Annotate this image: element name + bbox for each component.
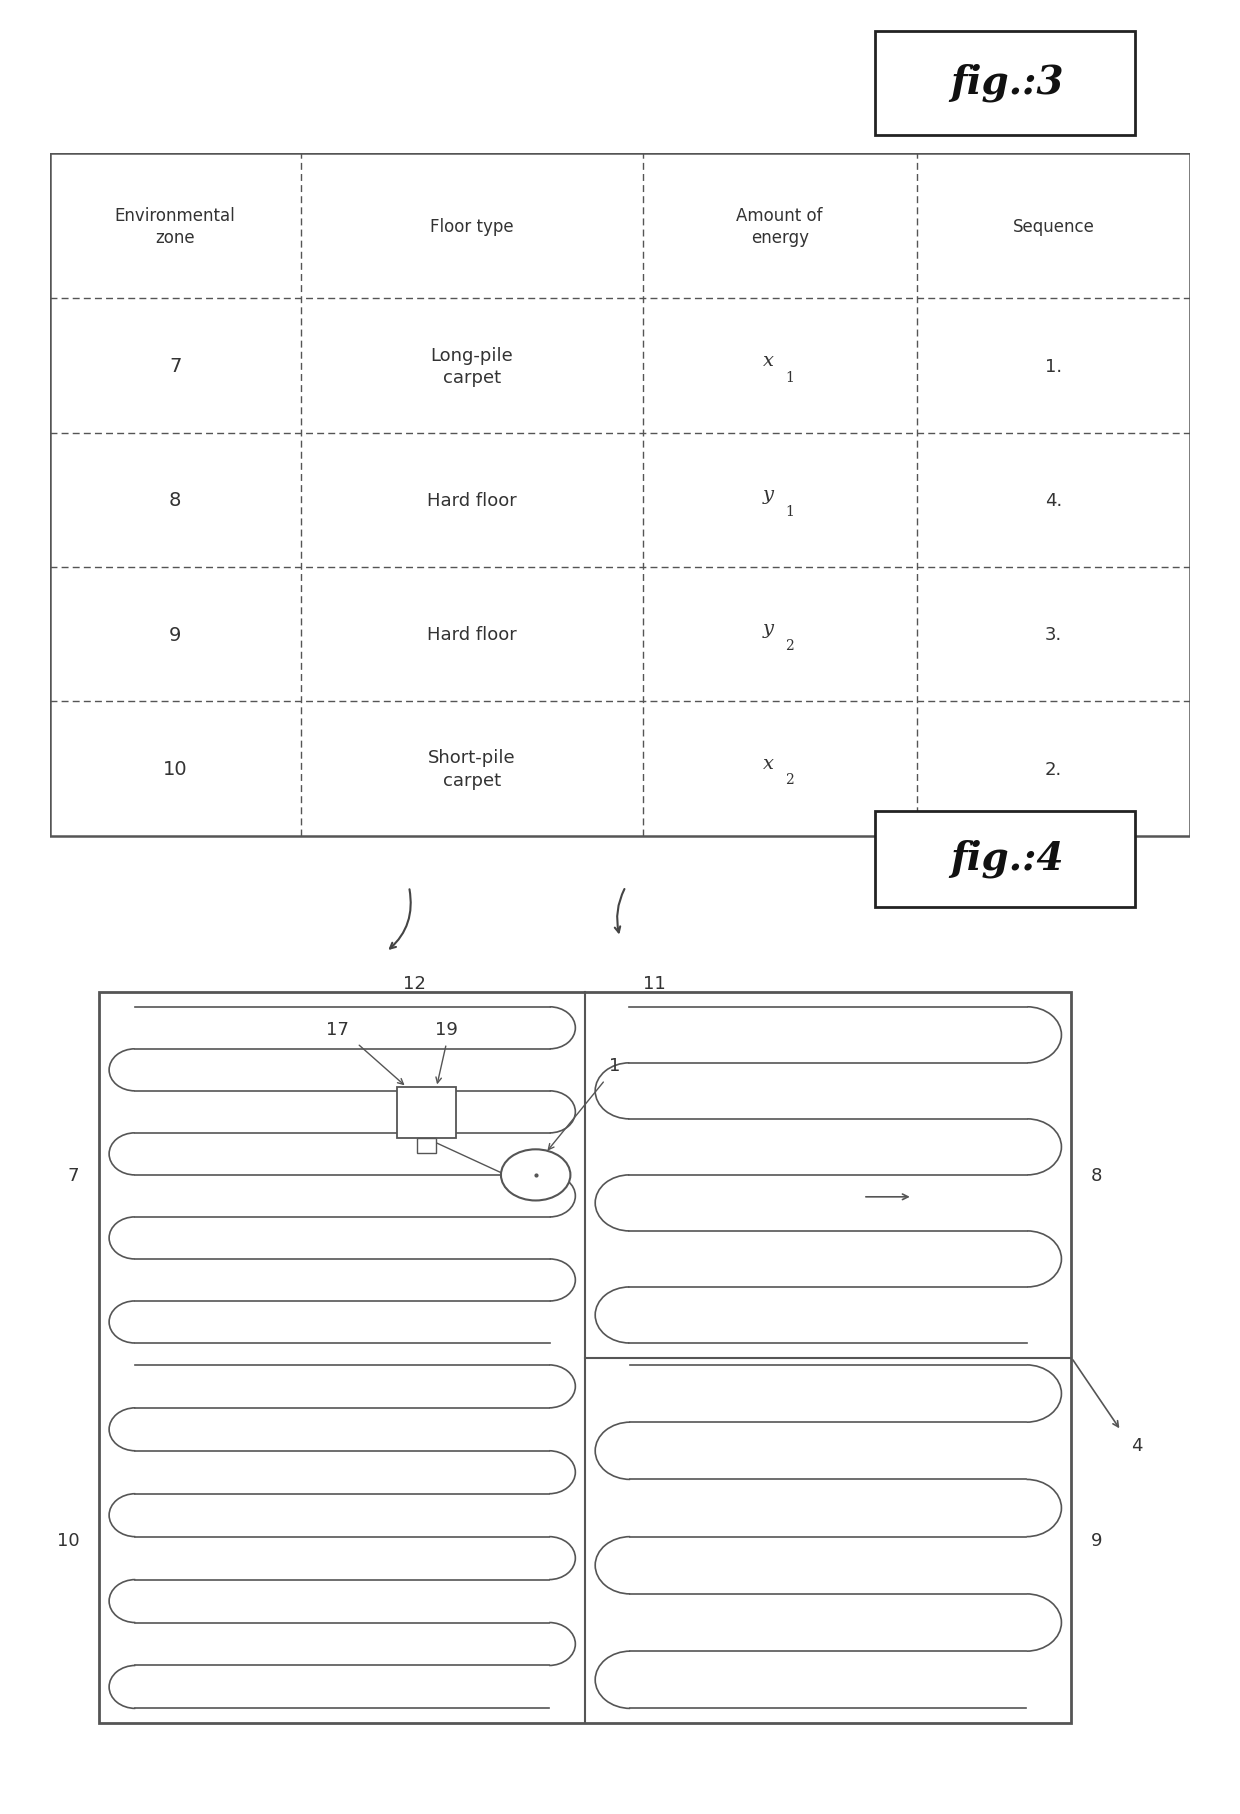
- Text: 1.: 1.: [1045, 357, 1063, 375]
- Circle shape: [501, 1150, 570, 1201]
- Text: Short-pile
carpet: Short-pile carpet: [428, 749, 516, 789]
- Text: Hard floor: Hard floor: [427, 626, 517, 644]
- Text: 8: 8: [1091, 1166, 1102, 1185]
- Text: 2.: 2.: [1045, 760, 1063, 778]
- Text: fig.:3: fig.:3: [950, 63, 1064, 102]
- Text: x: x: [763, 755, 774, 773]
- Text: 3.: 3.: [1045, 626, 1063, 644]
- Text: 12: 12: [403, 974, 427, 992]
- Text: 9: 9: [1091, 1531, 1102, 1549]
- Text: Environmental
zone: Environmental zone: [115, 207, 236, 247]
- Text: 10: 10: [57, 1531, 79, 1549]
- Text: 4.: 4.: [1045, 492, 1063, 510]
- Text: 11: 11: [642, 974, 666, 992]
- Text: 19: 19: [435, 1019, 458, 1038]
- Text: Hard floor: Hard floor: [427, 492, 517, 510]
- Text: Long-pile
carpet: Long-pile carpet: [430, 346, 513, 386]
- Text: 7: 7: [169, 357, 181, 375]
- Text: 17: 17: [326, 1019, 348, 1038]
- Text: y: y: [763, 486, 774, 504]
- Text: y: y: [763, 620, 774, 639]
- Text: Amount of
energy: Amount of energy: [737, 207, 823, 247]
- Bar: [417, 1139, 436, 1154]
- Text: 1: 1: [785, 370, 795, 385]
- Text: 9: 9: [169, 626, 181, 644]
- Text: Floor type: Floor type: [430, 218, 513, 236]
- Text: 2: 2: [785, 773, 794, 787]
- Text: 7: 7: [68, 1166, 79, 1185]
- Text: 1: 1: [785, 504, 795, 519]
- Text: 1: 1: [609, 1058, 621, 1074]
- Text: 2: 2: [785, 639, 794, 653]
- FancyBboxPatch shape: [875, 33, 1136, 136]
- Bar: [99, 992, 1071, 1723]
- Text: Sequence: Sequence: [1013, 218, 1095, 236]
- Text: 8: 8: [169, 492, 181, 510]
- Text: 4: 4: [1131, 1437, 1142, 1455]
- FancyBboxPatch shape: [875, 811, 1136, 907]
- Bar: [397, 1088, 456, 1139]
- Text: x: x: [763, 352, 774, 370]
- Text: 10: 10: [162, 760, 187, 778]
- Text: fig.:4: fig.:4: [950, 838, 1064, 878]
